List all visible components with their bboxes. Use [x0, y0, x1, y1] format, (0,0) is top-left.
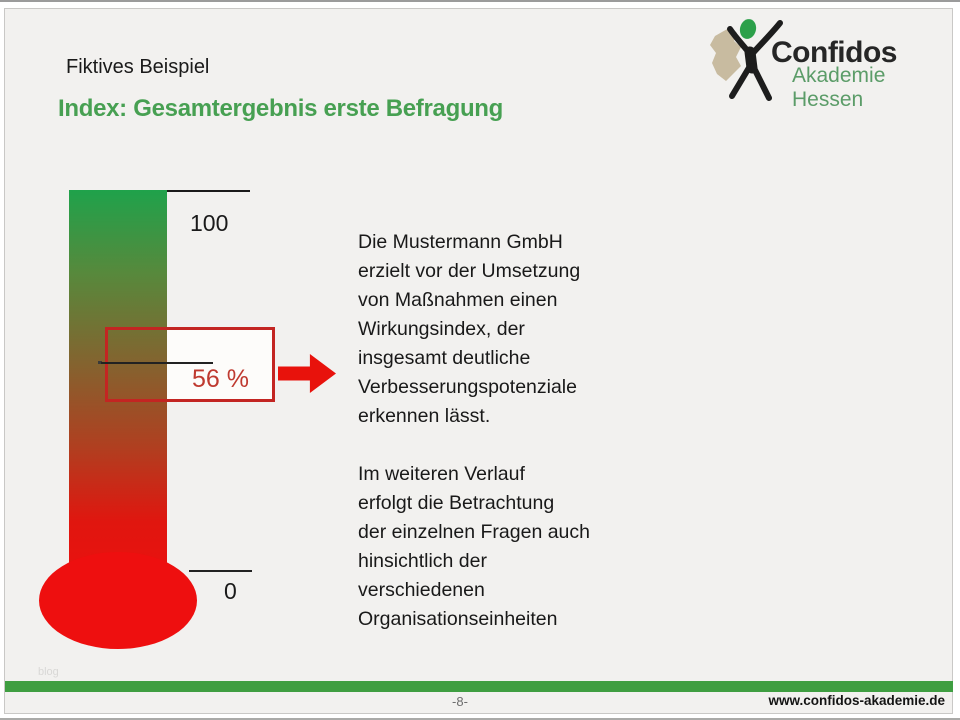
- footer-bar: [5, 681, 953, 692]
- slide-title: Index: Gesamtergebnis erste Befragung: [58, 95, 504, 122]
- person-figure-icon: [727, 20, 783, 101]
- value-tick-dot: [98, 361, 102, 364]
- scale-tick-100: [167, 190, 250, 192]
- value-tick-line: [101, 362, 213, 364]
- thermometer-column: [69, 190, 167, 605]
- page-top-edge: [0, 0, 960, 2]
- confidos-logo: [710, 19, 783, 101]
- website-url: www.confidos-akademie.de: [768, 693, 945, 708]
- body-paragraph-1: Die Mustermann GmbH erzielt vor der Umse…: [358, 231, 581, 427]
- scale-tick-0: [189, 570, 252, 572]
- logo-brand-text: Confidos: [771, 36, 897, 69]
- value-highlight-box: [105, 327, 275, 402]
- body-paragraph-2: Im weiteren Verlauf erfolgt die Betracht…: [358, 463, 590, 630]
- logo-subtitle: Akademie Hessen: [792, 64, 886, 111]
- scale-label-0: 0: [224, 578, 237, 604]
- header-eyebrow: Fiktives Beispiel: [66, 56, 210, 78]
- page-bottom-edge: [0, 718, 960, 720]
- hessen-map-icon: [710, 27, 741, 81]
- value-label: 56 %: [192, 365, 249, 393]
- thermometer-bulb: [39, 552, 197, 649]
- page-number: -8-: [452, 694, 468, 709]
- figure-head-icon: [739, 19, 757, 39]
- watermark: blog: [38, 666, 59, 678]
- scale-label-100: 100: [190, 210, 229, 236]
